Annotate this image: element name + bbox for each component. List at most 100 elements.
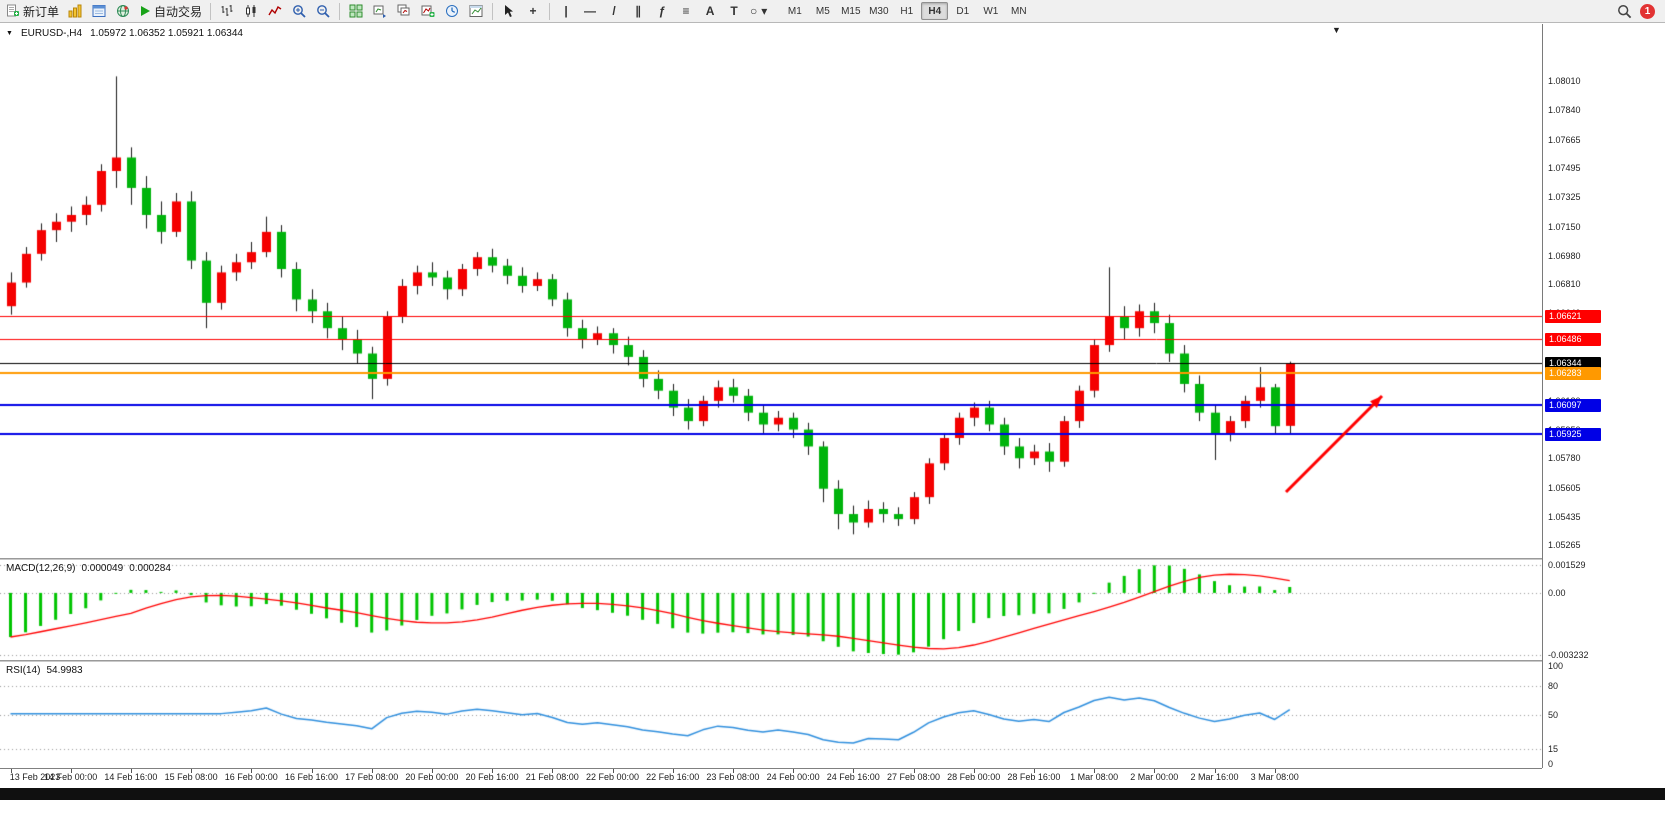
time-tick-mark	[11, 769, 12, 773]
timeframe-d1[interactable]: D1	[949, 2, 976, 20]
crosshair-icon: +	[529, 4, 537, 18]
timeframe-m5[interactable]: M5	[809, 2, 836, 20]
rsi-axis-tick: 0	[1548, 759, 1554, 769]
data-window-button[interactable]	[87, 1, 111, 21]
macd-value-main: 0.000049	[81, 563, 124, 574]
window-bottom-strip	[0, 788, 1665, 800]
text-button[interactable]: A	[698, 1, 722, 21]
trendline-button[interactable]: /	[602, 1, 626, 21]
objects-list-button[interactable]: ≡	[674, 1, 698, 21]
pane-divider[interactable]	[0, 660, 1665, 662]
price-level-badge: 1.06097	[1545, 398, 1601, 412]
chart-title: ▼ EURUSD-,H4 1.05972 1.06352 1.05921 1.0…	[6, 28, 243, 39]
price-axis[interactable]: 1.08010 1.07840 1.07665 1.07495 1.07325 1.071…	[1542, 24, 1665, 769]
cascade-charts-button[interactable]	[392, 1, 416, 21]
macd-chart-canvas[interactable]	[0, 560, 1542, 660]
time-tick-mark	[613, 769, 614, 773]
time-tick: 3 Mar 08:00	[1250, 772, 1299, 782]
price-tick: 1.07840	[1548, 105, 1581, 116]
candlestick-chart-button[interactable]	[239, 1, 263, 21]
fibonacci-button[interactable]: ƒ	[650, 1, 674, 21]
time-tick-mark	[312, 769, 313, 773]
toolbar-separator	[492, 2, 494, 20]
rsi-axis-tick: 100	[1548, 661, 1564, 671]
fibonacci-icon: ƒ	[658, 4, 666, 18]
price-tick: 1.05780	[1548, 453, 1581, 464]
new-order-button[interactable]: 新订单	[2, 1, 63, 21]
time-tick-mark	[1275, 769, 1276, 773]
autotrade-button[interactable]: 自动交易	[135, 1, 206, 21]
toolbar-separator	[339, 2, 341, 20]
time-tick-mark	[372, 769, 373, 773]
tile-windows-icon	[349, 4, 363, 18]
candlestick-chart-icon	[246, 5, 256, 17]
arrange-charts-button[interactable]	[368, 1, 392, 21]
price-level-badge: 1.06344	[1545, 356, 1601, 370]
macd-value-signal: 0.000284	[129, 563, 171, 574]
notification-badge[interactable]: 1	[1640, 3, 1655, 19]
timeframe-h1[interactable]: H1	[893, 2, 920, 20]
rsi-chart-canvas[interactable]	[0, 662, 1542, 768]
data-window-icon	[92, 5, 106, 17]
time-tick-mark	[251, 769, 252, 773]
zoom-out-button[interactable]	[311, 1, 335, 21]
time-tick: 2 Mar 16:00	[1190, 772, 1239, 782]
price-tick: 1.06980	[1548, 250, 1581, 261]
macd-axis-tick: 0.00	[1548, 587, 1566, 598]
market-watch-button[interactable]	[63, 1, 87, 21]
timeframe-toolbar: M1 M5 M15 M30 H1 H4 D1 W1 MN	[781, 2, 1032, 20]
templates-button[interactable]	[464, 1, 488, 21]
navigator-button[interactable]	[111, 1, 135, 21]
price-chart-canvas[interactable]	[0, 24, 1542, 558]
main-toolbar: 新订单 自动交易	[0, 0, 1665, 23]
zoom-in-button[interactable]	[287, 1, 311, 21]
templates-icon	[469, 5, 483, 17]
horizontal-line-button[interactable]: —	[578, 1, 602, 21]
time-tick-mark	[1094, 769, 1095, 773]
timeframe-h4[interactable]: H4	[921, 2, 949, 20]
indicators-button[interactable]	[416, 1, 440, 21]
timeframe-m1[interactable]: M1	[781, 2, 808, 20]
chart-shift-marker[interactable]: ▼	[1332, 25, 1341, 35]
zoom-in-icon	[293, 5, 306, 18]
rsi-axis-tick: 80	[1548, 680, 1559, 691]
time-tick-mark	[71, 769, 72, 773]
cursor-button[interactable]	[497, 1, 521, 21]
text-label-button[interactable]: T	[722, 1, 746, 21]
timeframe-m30[interactable]: M30	[865, 2, 892, 20]
price-tick: 1.07495	[1548, 163, 1581, 174]
line-chart-button[interactable]	[263, 1, 287, 21]
time-tick: 22 Feb 16:00	[646, 772, 700, 782]
time-tick-mark	[1154, 769, 1155, 773]
price-level-badge: 1.06621	[1545, 310, 1601, 324]
vertical-line-button[interactable]: |	[554, 1, 578, 21]
pane-divider[interactable]	[0, 558, 1665, 560]
time-tick: 23 Feb 08:00	[706, 772, 760, 782]
time-tick-mark	[793, 769, 794, 773]
ohlc-readout: 1.05972 1.06352 1.05921 1.06344	[90, 28, 243, 39]
timeframe-mn[interactable]: MN	[1005, 2, 1032, 20]
time-tick: 27 Feb 08:00	[886, 772, 941, 782]
time-tick-mark	[974, 769, 975, 773]
crosshair-button[interactable]: +	[521, 1, 545, 21]
time-tick: 20 Feb 16:00	[465, 772, 519, 782]
trendline-icon: /	[612, 4, 616, 18]
price-level-badge: 1.06283	[1545, 367, 1601, 381]
timeframe-m15[interactable]: M15	[837, 2, 864, 20]
periods-button[interactable]	[440, 1, 464, 21]
autotrade-play-icon	[141, 6, 151, 16]
shapes-button[interactable]: ○ ▾	[746, 1, 771, 21]
search-icon	[1617, 4, 1631, 18]
time-tick: 16 Feb 00:00	[224, 772, 278, 782]
time-tick: 16 Feb 16:00	[284, 772, 339, 782]
vertical-line-icon: |	[564, 4, 568, 18]
objects-list-icon: ≡	[682, 4, 690, 18]
time-tick-mark	[131, 769, 132, 773]
search-button[interactable]	[1612, 1, 1636, 21]
time-axis[interactable]: 13 Feb 2023 14 Feb 00:00 14 Feb 16:00 15 Fe…	[0, 768, 1542, 786]
tile-windows-button[interactable]	[344, 1, 368, 21]
text-label-icon: T	[730, 4, 738, 18]
timeframe-w1[interactable]: W1	[977, 2, 1004, 20]
bar-chart-button[interactable]	[215, 1, 239, 21]
equidistant-channel-button[interactable]: ∥	[626, 1, 650, 21]
